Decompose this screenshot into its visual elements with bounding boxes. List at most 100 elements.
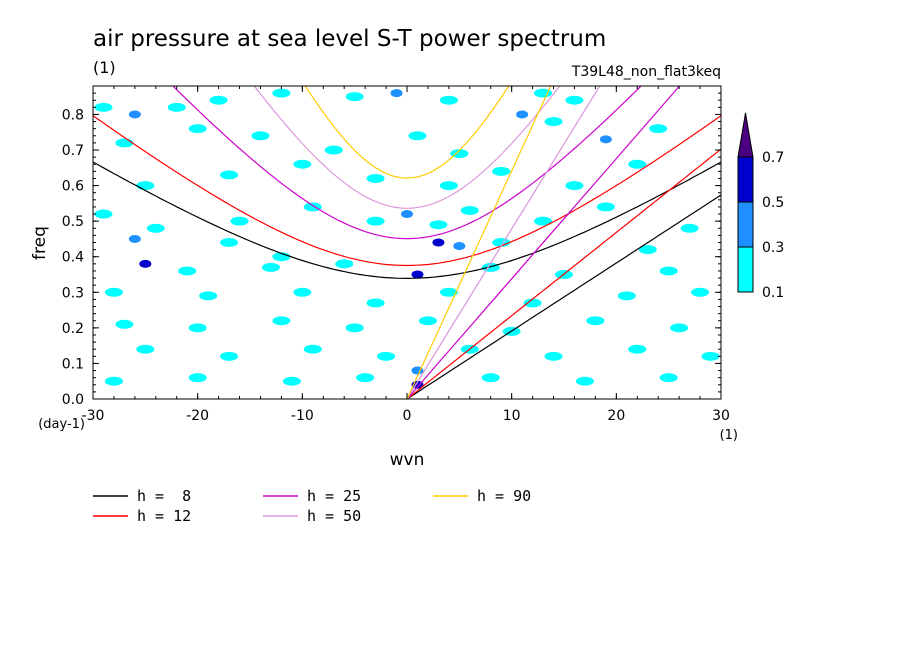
contour-patch (401, 210, 413, 219)
colorbar-label: 0.7 (762, 150, 784, 166)
chart-subtitle: (1) (93, 58, 116, 77)
dispersion-curve (406, 86, 681, 399)
x-axis-label: wvn (390, 450, 425, 470)
contour-patch (220, 351, 239, 361)
y-tick-label: 0.5 (62, 214, 84, 230)
contour-patch (282, 376, 301, 386)
dispersion-curves (93, 86, 721, 399)
dispersion-curve (253, 86, 561, 209)
contour-patch (377, 351, 396, 361)
contour-patch (544, 351, 563, 361)
contour-patch (104, 376, 123, 386)
dispersion-curve (93, 115, 721, 267)
y-tick-label: 0.1 (62, 356, 84, 372)
contour-patch (481, 373, 500, 383)
contour-patch (293, 159, 312, 169)
contour-patch (432, 238, 445, 247)
contour-patch (670, 323, 689, 333)
contour-patch (115, 319, 134, 329)
colorbar-label: 0.5 (762, 195, 784, 211)
contour-patch (628, 159, 647, 169)
contour-patch (188, 124, 207, 134)
legend-label: h = 8 (137, 487, 191, 505)
contour-patch (178, 266, 197, 276)
contour-patch (136, 344, 155, 354)
contour-patch (516, 110, 529, 119)
y-axis-unit: (day-1) (38, 417, 85, 432)
contour-patch (303, 202, 322, 212)
contour-patch (139, 259, 152, 268)
plot-frame (92, 85, 722, 400)
contour-patch (94, 102, 113, 112)
y-tick-label: 0.6 (62, 179, 84, 195)
y-tick-label: 0.4 (62, 250, 84, 266)
chart-title: air pressure at sea level S-T power spec… (93, 26, 606, 52)
contour-patch (617, 291, 636, 301)
contour-patch (324, 145, 343, 155)
contour-patch (272, 316, 291, 326)
contour-patch (638, 245, 657, 255)
contour-patch (167, 102, 186, 112)
contour-patch (209, 95, 228, 105)
contour-patch (390, 89, 403, 98)
run-label: T39L48_non_flat3keq (571, 64, 721, 80)
colorbar-arrow (737, 112, 754, 158)
contour-patch (429, 220, 448, 230)
contour-patch (649, 124, 668, 134)
contour-patch (230, 216, 249, 226)
contour-patch (408, 131, 427, 141)
contour-patch (136, 181, 155, 191)
colorbar-segment (737, 246, 754, 293)
contour-patch (659, 266, 678, 276)
contour-patch (492, 238, 511, 247)
contour-patch (460, 205, 479, 215)
contour-patch (261, 262, 280, 272)
contour-patch (345, 92, 364, 102)
contour-patch (534, 88, 553, 98)
x-tick-label: -20 (186, 408, 209, 424)
contour-patch (411, 270, 424, 279)
axis-ticks: -30 -20 -10 0 10 20 30 0.0 0.1 0.2 0.3 0.4 0.5 0.6 0.7… (62, 86, 730, 424)
dispersion-curve (406, 86, 552, 399)
legend-label: h = 90 (477, 487, 531, 505)
contour-patch (565, 95, 584, 105)
contour-patch (366, 298, 385, 308)
contour-patch (128, 234, 141, 243)
y-tick-label: 0.0 (62, 392, 84, 408)
y-tick-label: 0.3 (62, 285, 84, 301)
dispersion-curve (406, 86, 601, 399)
x-tick-label: 30 (712, 408, 730, 424)
colorbar-label: 0.3 (762, 240, 784, 256)
x-tick-label: -10 (291, 408, 314, 424)
contour-patch (335, 259, 354, 269)
contour-patch (691, 287, 710, 297)
contour-patch (565, 181, 584, 191)
contour-patch (575, 376, 594, 386)
contour-patch (439, 181, 458, 191)
colorbar: 0.1 0.3 0.5 0.7 (737, 112, 784, 301)
x-tick-label: 10 (503, 408, 521, 424)
legend-label: h = 12 (137, 507, 191, 525)
legend-label: h = 25 (307, 487, 361, 505)
contour-fill-layer (94, 88, 720, 389)
legend: h = 8 h = 12 h = 25 h = 50 h = 90 (93, 487, 531, 525)
colorbar-segment (737, 201, 754, 248)
contour-patch (701, 351, 720, 361)
colorbar-segment (737, 156, 754, 203)
contour-patch (356, 373, 375, 383)
contour-patch (599, 135, 612, 144)
y-tick-label: 0.2 (62, 321, 84, 337)
x-tick-label: 20 (607, 408, 625, 424)
contour-patch (453, 242, 466, 251)
contour-patch (188, 373, 207, 383)
contour-patch (220, 238, 239, 247)
contour-patch (199, 291, 218, 301)
contour-patch (128, 110, 141, 119)
contour-patch (680, 223, 699, 233)
contour-patch (366, 173, 385, 183)
contour-patch (251, 131, 270, 141)
contour-patch (272, 88, 291, 98)
y-tick-label: 0.7 (62, 143, 84, 159)
contour-patch (220, 170, 239, 180)
